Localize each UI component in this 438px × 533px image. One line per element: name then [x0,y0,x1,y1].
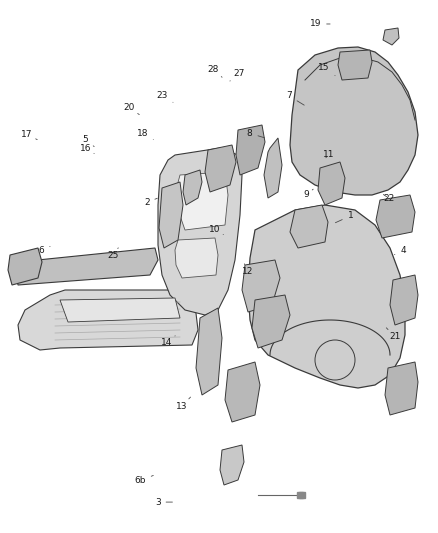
Polygon shape [205,145,236,192]
Polygon shape [158,148,242,315]
Text: 4: 4 [395,246,406,255]
Polygon shape [175,238,218,278]
Text: 14: 14 [161,336,175,346]
Polygon shape [252,295,290,348]
Text: 23: 23 [156,92,173,102]
Text: 25: 25 [107,248,119,260]
Text: 3: 3 [155,498,173,506]
Text: 15: 15 [318,63,335,76]
Text: 18: 18 [137,129,153,140]
Polygon shape [15,248,158,285]
Text: 6b: 6b [134,475,153,485]
Polygon shape [176,172,228,230]
Polygon shape [264,138,282,198]
Text: 11: 11 [323,150,334,159]
Polygon shape [8,248,42,285]
Text: 1: 1 [336,212,353,223]
Polygon shape [225,362,260,422]
Polygon shape [318,162,345,205]
Text: 5: 5 [82,135,94,147]
Polygon shape [390,275,418,325]
Polygon shape [376,195,415,238]
Polygon shape [242,260,280,312]
Text: 27: 27 [230,69,244,81]
Text: 21: 21 [386,328,401,341]
Text: 10: 10 [209,225,223,235]
Text: 17: 17 [21,130,37,140]
Text: 28: 28 [208,65,222,77]
Text: 6: 6 [39,246,50,255]
Polygon shape [290,205,328,248]
Text: 13: 13 [176,397,191,410]
Text: 7: 7 [286,92,304,105]
Text: 16: 16 [80,144,94,154]
Polygon shape [248,205,405,388]
Polygon shape [383,28,399,45]
Text: 19: 19 [310,20,330,28]
Polygon shape [338,50,372,80]
Polygon shape [290,47,418,195]
Text: 8: 8 [247,129,265,138]
Polygon shape [18,290,198,350]
Polygon shape [196,308,222,395]
Polygon shape [385,362,418,415]
Text: 22: 22 [383,194,395,203]
Text: 12: 12 [242,264,253,276]
Text: 20: 20 [124,103,139,115]
Polygon shape [159,182,183,248]
Polygon shape [183,170,202,205]
Text: 2: 2 [144,198,157,207]
Polygon shape [60,298,180,322]
Polygon shape [220,445,244,485]
Polygon shape [236,125,265,175]
Text: 9: 9 [304,189,313,199]
